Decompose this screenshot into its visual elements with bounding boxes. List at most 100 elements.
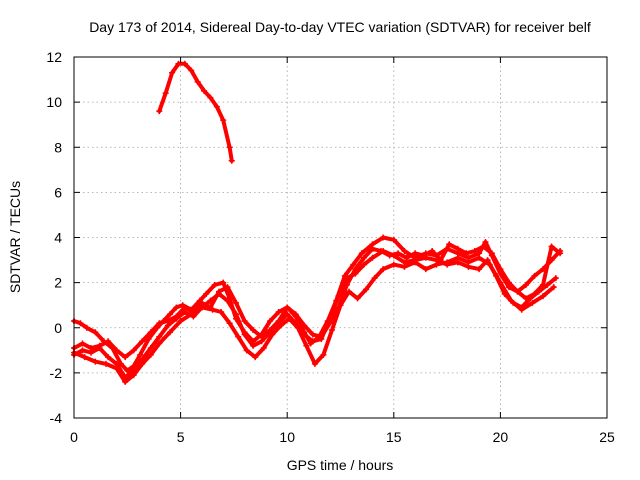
data-point — [390, 236, 397, 243]
data-point — [335, 304, 342, 311]
data-point — [267, 327, 274, 334]
data-point — [130, 347, 137, 354]
data-point — [371, 275, 378, 282]
data-point — [194, 78, 201, 85]
data-point — [482, 239, 489, 246]
data-point — [226, 320, 233, 327]
data-point — [275, 317, 282, 324]
data-point — [380, 234, 387, 241]
data-point — [386, 252, 393, 259]
data-point — [497, 279, 504, 286]
data-point — [540, 281, 547, 288]
data-point — [284, 304, 291, 311]
data-point — [522, 295, 529, 302]
y-tick-label: -4 — [50, 410, 63, 426]
data-point — [243, 347, 250, 354]
data-point — [250, 327, 257, 334]
data-point — [92, 329, 99, 336]
data-point — [343, 281, 350, 288]
data-point — [207, 94, 214, 101]
data-point — [213, 103, 220, 110]
data-point — [303, 342, 310, 349]
data-point — [122, 354, 129, 361]
data-point — [224, 297, 231, 304]
data-point — [166, 329, 173, 336]
data-point — [429, 248, 436, 255]
data-point — [207, 304, 214, 311]
data-point — [292, 311, 299, 318]
data-point — [215, 288, 222, 295]
data-point — [203, 290, 210, 297]
data-point — [190, 308, 197, 315]
data-point — [258, 333, 265, 340]
data-point — [233, 299, 240, 306]
data-point — [548, 243, 555, 250]
data-point — [378, 248, 385, 255]
data-point — [169, 69, 176, 76]
data-point — [156, 333, 163, 340]
x-tick-label: 0 — [70, 429, 78, 445]
data-point — [88, 345, 95, 352]
data-point — [346, 288, 353, 295]
data-point — [360, 254, 367, 261]
data-point — [401, 263, 408, 270]
data-point — [309, 331, 316, 338]
data-point — [113, 347, 120, 354]
data-point — [446, 241, 453, 248]
data-point — [77, 320, 84, 327]
data-point — [350, 261, 357, 268]
data-point — [156, 108, 163, 115]
data-point — [488, 250, 495, 257]
data-point — [360, 261, 367, 268]
grid — [74, 57, 607, 418]
data-point — [188, 67, 195, 74]
data-point — [522, 281, 529, 288]
data-point — [433, 261, 440, 268]
data-point — [211, 281, 218, 288]
x-tick-label: 15 — [386, 429, 402, 445]
data-point — [269, 331, 276, 338]
data-point — [147, 345, 154, 352]
data-point — [233, 311, 240, 318]
data-point — [309, 338, 316, 345]
data-point — [139, 338, 146, 345]
data-point — [358, 250, 365, 257]
data-point — [437, 257, 444, 264]
data-point — [514, 288, 521, 295]
data-point — [92, 358, 99, 365]
data-point — [252, 354, 259, 361]
data-point — [335, 293, 342, 300]
data-point — [164, 317, 171, 324]
data-point — [156, 340, 163, 347]
data-point — [113, 365, 120, 372]
data-point — [201, 87, 208, 94]
data-point — [505, 279, 512, 286]
data-point — [518, 306, 525, 313]
data-point — [286, 315, 293, 322]
data-point — [105, 354, 112, 361]
data-point — [79, 340, 86, 347]
data-point — [412, 259, 419, 266]
data-point — [476, 254, 483, 261]
data-point — [369, 254, 376, 261]
data-point — [328, 327, 335, 334]
data-point — [156, 320, 163, 327]
series-line-track-d — [72, 242, 563, 360]
data-point — [557, 250, 564, 257]
data-point — [380, 266, 387, 273]
data-point — [486, 261, 493, 268]
data-point — [531, 272, 538, 279]
data-point — [326, 320, 333, 327]
chart-title: Day 173 of 2014, Sidereal Day-to-day VTE… — [89, 19, 591, 35]
data-point — [139, 360, 146, 367]
data-point — [147, 351, 154, 358]
data-point — [352, 266, 359, 273]
data-point — [241, 331, 248, 338]
data-point — [531, 290, 538, 297]
data-point — [420, 252, 427, 259]
y-tick-label: 10 — [46, 94, 62, 110]
data-point — [550, 284, 557, 291]
data-point — [220, 117, 227, 124]
data-point — [241, 317, 248, 324]
y-tick-label: -2 — [50, 365, 63, 381]
